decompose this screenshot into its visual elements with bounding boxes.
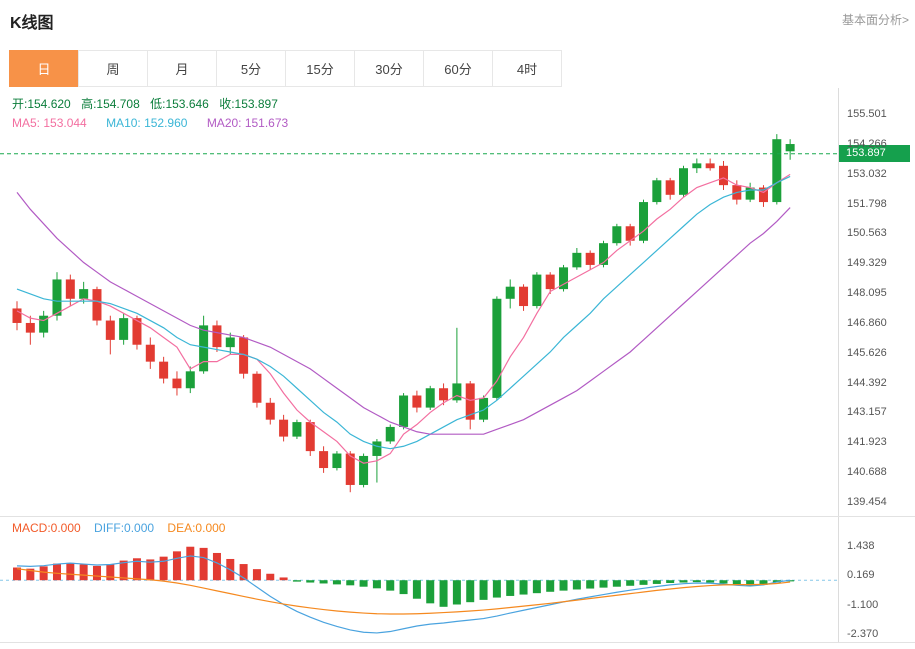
candlestick-chart[interactable]: [0, 88, 838, 516]
axis-divider: [838, 88, 839, 642]
price-axis-label: 144.392: [847, 376, 887, 389]
ma20-label: MA20: 151.673: [206, 116, 289, 130]
price-axis-label: 139.454: [847, 496, 887, 508]
price-axis-label: 155.501: [847, 108, 887, 120]
ohlc-low: 低:153.646: [150, 97, 209, 111]
price-axis-label: 151.798: [847, 197, 887, 210]
price-axis-label: 149.329: [847, 257, 887, 270]
macd-axis-label: 0.169: [847, 569, 875, 582]
ma5-label: MA5: 153.044: [12, 116, 87, 130]
macd-axis-label: -1.100: [847, 598, 879, 611]
period-tab[interactable]: 5分: [216, 50, 286, 87]
period-tab[interactable]: 周: [78, 50, 148, 87]
price-axis-label: 148.095: [847, 287, 887, 300]
macd-label: MACD:0.000: [12, 521, 81, 535]
ohlc-open: 开:154.620: [12, 97, 71, 111]
price-axis-label: 141.923: [847, 436, 887, 449]
period-tabs: 日周月 5分 15分 30分 60分 4时: [9, 50, 562, 87]
price-axis-label: 143.157: [847, 406, 887, 419]
price-axis-label: 150.563: [847, 227, 887, 240]
period-tab[interactable]: 60分: [423, 50, 493, 87]
period-tab[interactable]: 4时: [492, 50, 562, 87]
price-axis-label: 153.032: [847, 167, 887, 180]
macd-readout: MACD:0.000 DIFF:0.000 DEA:0.000: [12, 521, 235, 535]
ohlc-close: 收:153.897: [219, 97, 278, 111]
panel-divider: [0, 516, 915, 517]
period-tab[interactable]: 月: [147, 50, 217, 87]
current-price-tag: 153.897: [839, 144, 910, 162]
bottom-divider: [0, 642, 915, 643]
macd-axis-label: 1.438: [847, 540, 875, 552]
price-axis-label: 145.626: [847, 346, 887, 359]
ohlc-high: 高:154.708: [81, 97, 140, 111]
diff-label: DIFF:0.000: [94, 521, 155, 535]
price-axis-label: 154.266: [847, 137, 887, 150]
fundamental-analysis-link[interactable]: 基本面分析>: [841, 13, 909, 27]
dea-label: DEA:0.000: [167, 521, 226, 535]
macd-chart[interactable]: [0, 516, 838, 642]
period-tab[interactable]: 30分: [354, 50, 424, 87]
period-tab[interactable]: 15分: [285, 50, 355, 87]
price-axis-label: 146.860: [847, 316, 887, 329]
ma10-label: MA10: 152.960: [106, 116, 188, 130]
ohlc-readout: 开:154.620 高:154.708 低:153.646 收:153.897: [12, 95, 285, 112]
page-title: K线图: [10, 15, 54, 32]
price-axis-label: 140.688: [847, 466, 887, 479]
ma-readout: MA5: 153.044 MA10: 152.960 MA20: 151.673: [12, 116, 304, 130]
period-tab[interactable]: 日: [9, 50, 79, 87]
macd-axis-label: -2.370: [847, 628, 879, 640]
